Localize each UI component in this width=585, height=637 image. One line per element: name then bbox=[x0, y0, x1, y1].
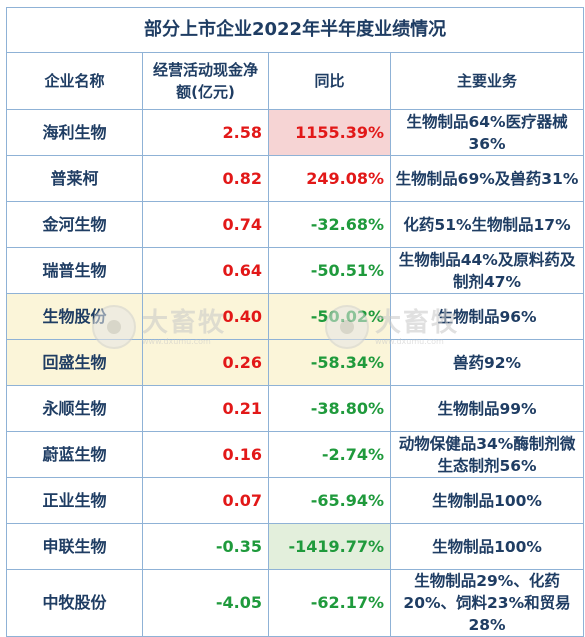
business-cell: 生物制品69%及兽药31% bbox=[389, 155, 585, 202]
table-row: 永顺生物 0.21 -38.80% 生物制品99% bbox=[6, 385, 585, 432]
yoy-cell: 249.08% bbox=[268, 155, 391, 202]
yoy-cell: -1419.77% bbox=[268, 523, 391, 570]
cashflow-cell: -0.35 bbox=[142, 523, 269, 570]
business-cell: 生物制品64%医疗器械36% bbox=[389, 109, 585, 156]
table-row: 回盛生物 0.26 -58.34% 兽药92% bbox=[6, 339, 585, 386]
company-cell: 金河生物 bbox=[6, 201, 143, 248]
yoy-cell: 1155.39% bbox=[268, 109, 391, 156]
business-cell: 生物制品100% bbox=[389, 523, 585, 570]
cashflow-cell: -4.05 bbox=[142, 569, 269, 637]
cashflow-cell: 0.40 bbox=[142, 293, 269, 340]
business-cell: 生物制品96% bbox=[389, 293, 585, 340]
business-cell: 生物制品100% bbox=[389, 477, 585, 524]
cashflow-cell: 2.58 bbox=[142, 109, 269, 156]
yoy-cell: -65.94% bbox=[268, 477, 391, 524]
yoy-cell: -50.51% bbox=[268, 247, 391, 294]
table-row: 普莱柯 0.82 249.08% 生物制品69%及兽药31% bbox=[6, 155, 585, 202]
company-cell: 回盛生物 bbox=[6, 339, 143, 386]
company-cell: 中牧股份 bbox=[6, 569, 143, 637]
performance-table: 部分上市企业2022年半年度业绩情况 企业名称 经营活动现金净额(亿元) 同比 … bbox=[5, 7, 585, 637]
business-cell: 生物制品29%、化药20%、饲料23%和贸易28% bbox=[389, 569, 585, 637]
company-cell: 申联生物 bbox=[6, 523, 143, 570]
business-cell: 化药51%生物制品17% bbox=[389, 201, 585, 248]
header-yoy: 同比 bbox=[268, 52, 391, 110]
yoy-cell: -50.02% bbox=[268, 293, 391, 340]
business-cell: 生物制品44%及原料药及制剂47% bbox=[389, 247, 585, 294]
header-business: 主要业务 bbox=[389, 52, 585, 110]
table-title: 部分上市企业2022年半年度业绩情况 bbox=[5, 7, 585, 53]
company-cell: 永顺生物 bbox=[6, 385, 143, 432]
yoy-cell: -32.68% bbox=[268, 201, 391, 248]
yoy-cell: -62.17% bbox=[268, 569, 391, 637]
cashflow-cell: 0.26 bbox=[142, 339, 269, 386]
table-row: 中牧股份 -4.05 -62.17% 生物制品29%、化药20%、饲料23%和贸… bbox=[6, 569, 585, 637]
spreadsheet: 部分上市企业2022年半年度业绩情况 企业名称 经营活动现金净额(亿元) 同比 … bbox=[5, 7, 585, 637]
cashflow-cell: 0.64 bbox=[142, 247, 269, 294]
header-company: 企业名称 bbox=[6, 52, 143, 110]
table-row: 金河生物 0.74 -32.68% 化药51%生物制品17% bbox=[6, 201, 585, 248]
company-cell: 海利生物 bbox=[6, 109, 143, 156]
cashflow-cell: 0.74 bbox=[142, 201, 269, 248]
header-row: 企业名称 经营活动现金净额(亿元) 同比 主要业务 bbox=[6, 52, 585, 110]
company-cell: 瑞普生物 bbox=[6, 247, 143, 294]
business-cell: 兽药92% bbox=[389, 339, 585, 386]
table-row: 正业生物 0.07 -65.94% 生物制品100% bbox=[6, 477, 585, 524]
business-cell: 动物保健品34%酶制剂微生态制剂56% bbox=[389, 431, 585, 478]
cashflow-cell: 0.21 bbox=[142, 385, 269, 432]
yoy-cell: -2.74% bbox=[268, 431, 391, 478]
company-cell: 蔚蓝生物 bbox=[6, 431, 143, 478]
yoy-cell: -58.34% bbox=[268, 339, 391, 386]
company-cell: 生物股份 bbox=[6, 293, 143, 340]
yoy-cell: -38.80% bbox=[268, 385, 391, 432]
table-row: 生物股份 0.40 -50.02% 生物制品96% bbox=[6, 293, 585, 340]
table-row: 海利生物 2.58 1155.39% 生物制品64%医疗器械36% bbox=[6, 109, 585, 156]
table-row: 申联生物 -0.35 -1419.77% 生物制品100% bbox=[6, 523, 585, 570]
table-row: 蔚蓝生物 0.16 -2.74% 动物保健品34%酶制剂微生态制剂56% bbox=[6, 431, 585, 478]
company-cell: 正业生物 bbox=[6, 477, 143, 524]
header-cashflow: 经营活动现金净额(亿元) bbox=[142, 52, 269, 110]
table-row: 瑞普生物 0.64 -50.51% 生物制品44%及原料药及制剂47% bbox=[6, 247, 585, 294]
business-cell: 生物制品99% bbox=[389, 385, 585, 432]
company-cell: 普莱柯 bbox=[6, 155, 143, 202]
cashflow-cell: 0.82 bbox=[142, 155, 269, 202]
cashflow-cell: 0.16 bbox=[142, 431, 269, 478]
cashflow-cell: 0.07 bbox=[142, 477, 269, 524]
